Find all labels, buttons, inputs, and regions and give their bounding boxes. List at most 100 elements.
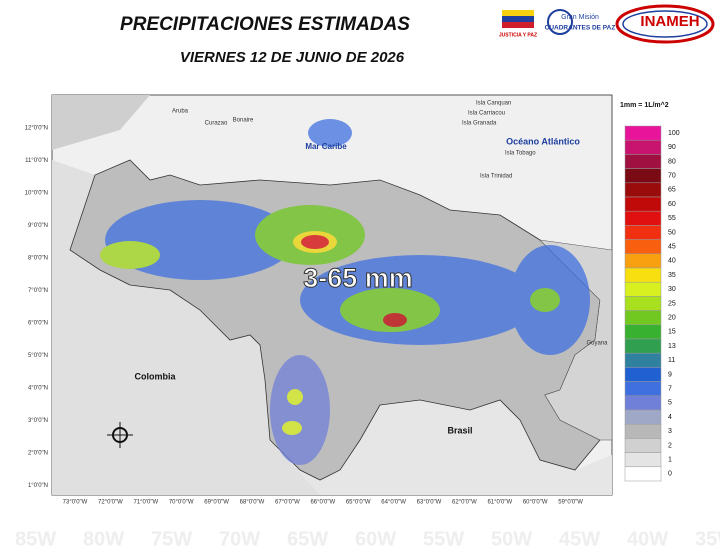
lon-tick-label: 62°0'0"W xyxy=(452,500,477,506)
map-label: Océano Atlántico xyxy=(506,136,580,146)
lat-tick-label: 3°0'0"N xyxy=(28,418,48,424)
legend-swatch xyxy=(624,225,662,240)
logo-oval xyxy=(622,10,708,38)
legend-swatch xyxy=(624,267,662,283)
legend-swatch xyxy=(624,423,662,439)
compass xyxy=(107,422,133,448)
rain-area xyxy=(100,241,160,269)
precipitation xyxy=(100,119,590,465)
lat-tick-label: 8°0'0"N xyxy=(28,256,48,262)
rain-area xyxy=(308,119,352,147)
legend-swatch xyxy=(624,168,662,184)
rain-area xyxy=(301,235,329,249)
lon-tick-label: 59°0'0"W xyxy=(558,500,583,506)
rain-area xyxy=(530,288,560,312)
lon-tick-label: 63°0'0"W xyxy=(417,500,442,506)
legend-value: 7 xyxy=(668,386,672,393)
legend-value: 5 xyxy=(668,400,672,407)
legend-swatch xyxy=(624,438,662,453)
logo-text: JUSTICIA Y PAZ xyxy=(499,32,537,38)
legend-swatch xyxy=(624,253,662,269)
land-brasil xyxy=(270,400,612,495)
legend-value: 4 xyxy=(668,414,672,421)
background-longitudes: 85W 80W 75W 70W 65W 60W 55W 50W 45W 40W 35W xyxy=(15,528,720,550)
legend-value: 100 xyxy=(668,130,680,137)
lon-tick-label: 67°0'0"W xyxy=(275,500,300,506)
lon-tick-label: 71°0'0"W xyxy=(133,500,158,506)
background-lon-label: 50W xyxy=(491,528,532,550)
land-guyana xyxy=(539,239,613,441)
rain-area xyxy=(270,355,330,465)
legend-swatch xyxy=(624,210,662,226)
map-label: Isla Tobago xyxy=(505,151,536,157)
map-label: Isla Carriacou xyxy=(468,111,505,117)
legend-swatch xyxy=(624,139,662,155)
map-label: Mar Caribe xyxy=(305,142,347,151)
legend-value: 90 xyxy=(668,144,676,151)
logo-institute: INAMEH xyxy=(615,4,715,44)
background-lon-label: 65W xyxy=(287,528,328,550)
flag-yellow xyxy=(502,10,534,16)
legend-value: 50 xyxy=(668,229,676,236)
legend: 1009080706560555045403530252015131197543… xyxy=(624,125,680,482)
legend-swatch xyxy=(624,154,662,169)
logo-text: CUADRANTES DE PAZ xyxy=(545,25,616,32)
lon-tick-label: 72°0'0"W xyxy=(98,500,123,506)
land-colombia xyxy=(52,160,340,495)
lat-tick-label: 12°0'0"N xyxy=(25,126,48,132)
legend-value: 20 xyxy=(668,315,676,322)
legend-value: 35 xyxy=(668,272,676,279)
lat-tick-label: 7°0'0"N xyxy=(28,288,48,294)
legend-swatch xyxy=(624,324,662,340)
lon-tick-label: 68°0'0"W xyxy=(240,500,265,506)
lat-tick-label: 1°0'0"N xyxy=(28,483,48,489)
lon-tick-label: 61°0'0"W xyxy=(487,500,512,506)
legend-value: 60 xyxy=(668,201,676,208)
map-label: Isla Trinidad xyxy=(480,174,512,180)
lon-tick-label: 60°0'0"W xyxy=(523,500,548,506)
map-label: Bonaire xyxy=(233,118,254,124)
lat-tick-label: 10°0'0"N xyxy=(25,191,48,197)
legend-unit: 1mm = 1L/m^2 xyxy=(620,101,669,109)
legend-value: 70 xyxy=(668,173,676,180)
map-label: Brasil xyxy=(447,425,472,435)
background-lon-label: 40W xyxy=(627,528,668,550)
legend-swatch xyxy=(624,466,662,482)
rain-area xyxy=(287,389,303,405)
legend-swatch xyxy=(624,381,662,397)
legend-swatch xyxy=(624,338,662,354)
rain-area xyxy=(340,288,440,332)
lat-tick-label: 9°0'0"N xyxy=(28,223,48,229)
flag-blue xyxy=(502,16,534,22)
background-lon-label: 85W xyxy=(15,528,56,550)
legend-value: 55 xyxy=(668,215,676,222)
legend-value: 40 xyxy=(668,258,676,265)
map-label: Isla Granada xyxy=(462,121,497,127)
lon-tick-label: 70°0'0"W xyxy=(169,500,194,506)
legend-swatch xyxy=(624,452,662,468)
legend-value: 65 xyxy=(668,187,676,194)
lon-tick-label: 66°0'0"W xyxy=(310,500,335,506)
lat-tick-label: 11°0'0"N xyxy=(25,158,48,164)
logo-mission: Gran Misión CUADRANTES DE PAZ xyxy=(545,9,616,35)
logo-ministry: JUSTICIA Y PAZ xyxy=(499,10,537,38)
background-lon-label: 60W xyxy=(355,528,396,550)
rain-area xyxy=(383,313,407,327)
lat-tick-label: 2°0'0"N xyxy=(28,451,48,457)
legend-value: 30 xyxy=(668,286,676,293)
legend-swatch xyxy=(624,352,662,368)
background-lon-label: 70W xyxy=(219,528,260,550)
logo-ring xyxy=(547,9,573,35)
legend-value: 3 xyxy=(668,428,672,435)
lon-tick-label: 64°0'0"W xyxy=(381,500,406,506)
subtitle: VIERNES 12 DE JUNIO DE 2026 xyxy=(180,49,405,66)
legend-swatch xyxy=(624,239,662,255)
legend-swatch xyxy=(624,296,662,311)
land-colombia-north xyxy=(52,95,150,150)
map: Mar Caribe Océano Atlántico Colombia Bra… xyxy=(25,94,613,506)
background-lon-label: 55W xyxy=(423,528,464,550)
legend-value: 45 xyxy=(668,244,676,251)
legend-swatch xyxy=(624,395,662,411)
legend-value: 1 xyxy=(668,457,672,464)
